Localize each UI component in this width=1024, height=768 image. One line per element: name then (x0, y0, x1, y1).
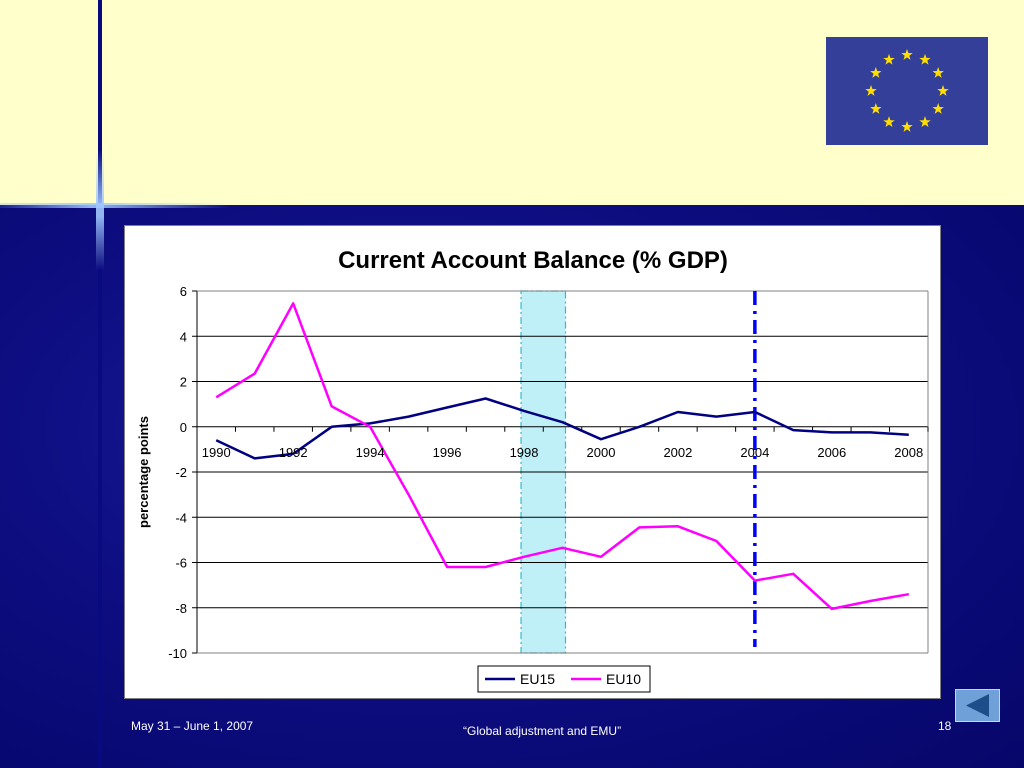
x-tick-label: 1992 (279, 445, 308, 460)
slide-horizontal-glow (0, 203, 230, 208)
y-tick-label: 2 (180, 375, 187, 390)
y-axis-label: percentage points (136, 416, 151, 528)
flag-star (870, 67, 882, 78)
eu-flag-stars (865, 49, 949, 132)
series-layer (215, 302, 910, 611)
series-line-eu10 (215, 302, 910, 611)
y-tick-label: -2 (175, 465, 187, 480)
x-tick-label: 2000 (587, 445, 616, 460)
footer-date: May 31 – June 1, 2007 (131, 719, 254, 733)
axes-layer (192, 290, 929, 654)
flag-star (932, 103, 944, 114)
flag-star (901, 121, 913, 132)
y-tick-label: -4 (175, 510, 187, 525)
x-tick-label: 2002 (663, 445, 692, 460)
flag-star (919, 53, 931, 65)
legend-label-eu15: EU15 (520, 671, 555, 687)
legend-label-eu10: EU10 (606, 671, 641, 687)
flag-star (883, 116, 895, 128)
flag-star (883, 53, 895, 65)
x-tick-label: 2006 (817, 445, 846, 460)
flag-star (870, 103, 882, 114)
tick-label-layer: 6 4 2 0 -2 -4 -6 -8 -10 1990 1992 1994 1996 1998 2000 2… (168, 284, 923, 661)
y-tick-label: -10 (168, 646, 187, 661)
line-chart: Current Account Balance (% GDP) percenta… (136, 247, 929, 693)
x-tick-label: 1998 (510, 445, 539, 460)
x-tick-label: 1994 (356, 445, 385, 460)
series-line-eu15 (215, 397, 909, 460)
chart-container: Current Account Balance (% GDP) percenta… (124, 225, 941, 699)
y-tick-label: -6 (175, 556, 187, 571)
x-tick-label: 2004 (740, 445, 769, 460)
slide-vertical-glow (96, 150, 104, 270)
back-button[interactable] (955, 689, 1000, 722)
slide-vertical-rule (98, 0, 102, 768)
flag-star (937, 85, 949, 96)
x-tick-label: 1990 (202, 445, 231, 460)
y-tick-label: -8 (175, 601, 187, 616)
chart-title: Current Account Balance (% GDP) (338, 247, 728, 274)
x-tick-label: 1996 (433, 445, 462, 460)
page-number: 18 (938, 719, 952, 733)
flag-star (865, 85, 877, 96)
x-tick-label: 2008 (894, 445, 923, 460)
flag-star (901, 49, 913, 60)
left-triangle-icon (966, 694, 989, 717)
eu-flag-icon (826, 37, 988, 145)
chart-legend: EU15 EU10 (477, 665, 651, 693)
y-tick-label: 6 (180, 284, 187, 299)
y-tick-label: 0 (180, 420, 187, 435)
flag-star (932, 67, 944, 78)
footer-title: “Global adjustment and EMU” (463, 724, 622, 738)
y-tick-label: 4 (180, 329, 187, 344)
flag-star (919, 116, 931, 128)
